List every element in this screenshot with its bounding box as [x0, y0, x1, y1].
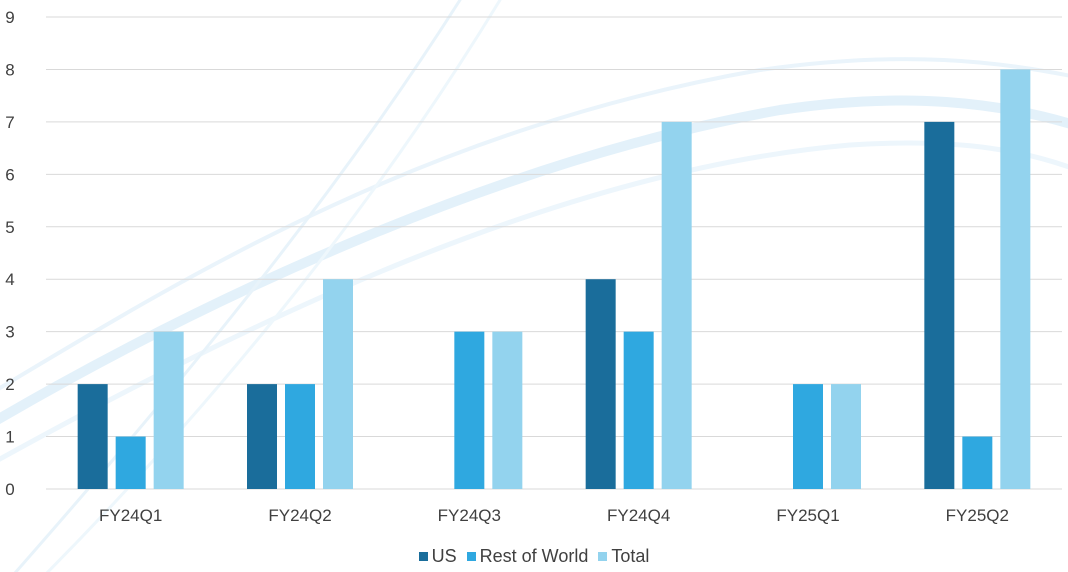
legend-swatch — [466, 552, 476, 561]
bar-rest-of-world — [454, 331, 485, 489]
bar-total — [831, 384, 861, 489]
y-tick-label: 7 — [5, 113, 14, 132]
bar-us — [247, 384, 277, 489]
y-tick-label: 2 — [5, 375, 14, 394]
bar-total — [153, 331, 184, 489]
y-tick-label: 1 — [5, 428, 14, 447]
x-tick-label: FY25Q2 — [946, 506, 1009, 525]
y-tick-label: 9 — [5, 8, 14, 27]
y-axis-ticks: 0 1 2 3 4 5 6 7 8 9 — [5, 8, 14, 499]
bars — [77, 69, 1031, 489]
y-tick-label: 8 — [5, 60, 14, 79]
legend-label: Rest of World — [479, 546, 589, 566]
bar-total — [323, 279, 353, 489]
x-tick-label: FY24Q3 — [438, 506, 501, 525]
bar-total — [661, 121, 692, 489]
bar-us — [924, 121, 955, 489]
legend-item: Rest of World — [466, 546, 589, 567]
y-tick-label: 6 — [5, 165, 14, 184]
legend-swatch — [418, 552, 428, 561]
bar-total — [1000, 69, 1031, 489]
bar-us — [77, 384, 108, 489]
y-tick-label: 0 — [5, 480, 14, 499]
legend-label: US — [431, 546, 457, 566]
x-tick-label: FY24Q4 — [607, 506, 670, 525]
y-tick-label: 5 — [5, 218, 14, 237]
gridlines — [46, 16, 1062, 490]
x-tick-label: FY24Q1 — [99, 506, 162, 525]
bar-rest-of-world — [623, 331, 654, 489]
bar-rest-of-world — [962, 436, 993, 489]
legend-item: Total — [598, 546, 649, 567]
y-tick-label: 4 — [5, 270, 14, 289]
y-tick-label: 3 — [5, 323, 14, 342]
bar-us — [585, 279, 616, 489]
bar-total — [492, 331, 523, 489]
x-axis-ticks: FY24Q1 FY24Q2 FY24Q3 FY24Q4 FY25Q1 FY25Q2 — [99, 506, 1009, 525]
bar-rest-of-world — [115, 436, 146, 489]
bar-rest-of-world — [285, 384, 315, 489]
legend-swatch — [598, 552, 608, 561]
legend-item: US — [418, 546, 457, 567]
bar-rest-of-world — [793, 384, 823, 489]
x-tick-label: FY24Q2 — [268, 506, 331, 525]
x-tick-label: FY25Q1 — [776, 506, 839, 525]
legend: US Rest of World Total — [0, 546, 1068, 567]
legend-label: Total — [611, 546, 650, 566]
